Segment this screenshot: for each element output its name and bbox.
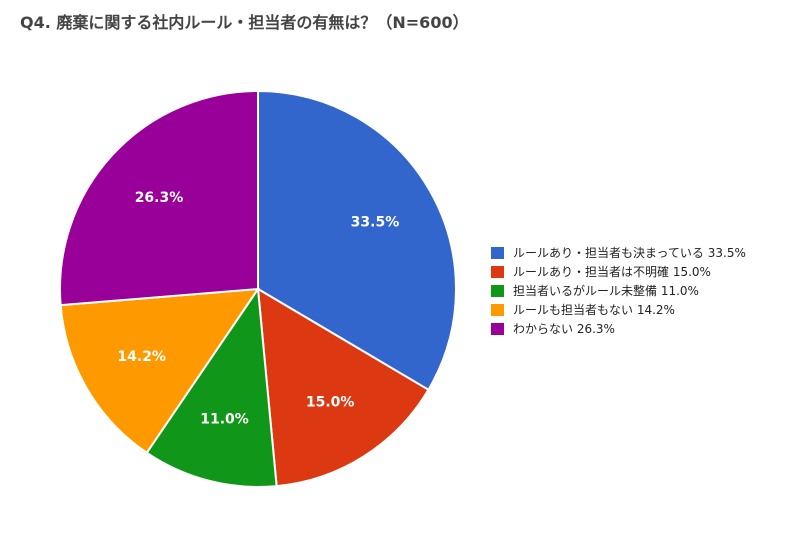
legend-swatch	[491, 303, 504, 316]
legend-label: ルールあり・担当者も決まっている 33.5%	[513, 246, 746, 260]
legend-label: 担当者いるがルール未整備 11.0%	[513, 284, 699, 298]
legend-item: ルールあり・担当者は不明確 15.0%	[491, 262, 746, 281]
legend: ルールあり・担当者も決まっている 33.5% ルールあり・担当者は不明確 15.…	[491, 243, 746, 338]
pie-slice	[257, 89, 457, 392]
slice-data-label: 33.5%	[351, 214, 400, 230]
pie-slice	[59, 287, 261, 455]
legend-item: わからない 26.3%	[491, 319, 746, 338]
pie-slice	[145, 286, 278, 488]
legend-item: 担当者いるがルール未整備 11.0%	[491, 281, 746, 300]
slice-data-label: 14.2%	[117, 349, 166, 365]
legend-label: ルールも担当者もない 14.2%	[513, 303, 675, 317]
legend-label: わからない 26.3%	[513, 322, 615, 336]
legend-item: ルールも担当者もない 14.2%	[491, 300, 746, 319]
legend-item: ルールあり・担当者も決まっている 33.5%	[491, 243, 746, 262]
slice-data-label: 11.0%	[200, 411, 249, 427]
slice-data-label: 26.3%	[135, 190, 184, 206]
legend-swatch	[491, 322, 504, 335]
legend-label: ルールあり・担当者は不明確 15.0%	[513, 265, 711, 279]
legend-swatch	[491, 284, 504, 297]
slice-data-label: 15.0%	[306, 395, 355, 411]
pie-slice	[256, 287, 430, 488]
legend-swatch	[491, 265, 504, 278]
legend-swatch	[491, 246, 504, 259]
chart-title: Q4. 廃棄に関する社内ルール・担当者の有無は？（N=600）	[20, 13, 469, 32]
pie-slice	[59, 89, 259, 307]
